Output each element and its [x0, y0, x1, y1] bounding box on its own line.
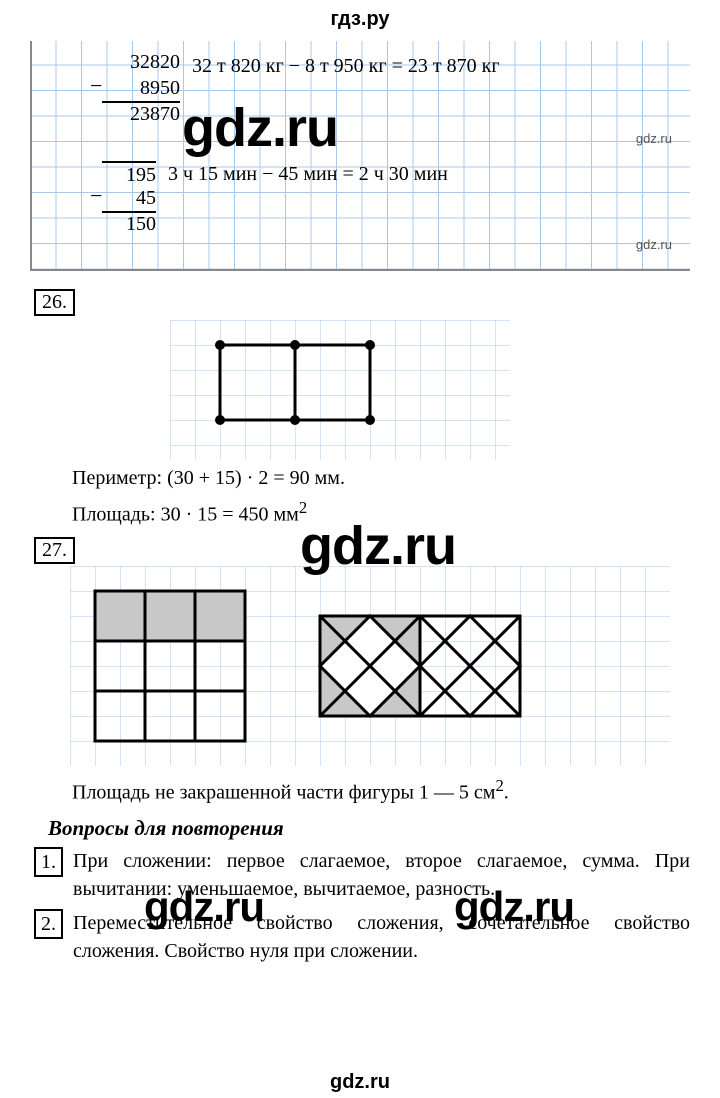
review-q2: 2. Переместительное свойство сложения, с…: [34, 909, 690, 965]
perimeter-expr: (30 + 15) · 2 = 90 мм.: [167, 467, 345, 489]
area-label: Площадь:: [72, 504, 156, 526]
watermark-big-3a: gdz.ru: [144, 883, 264, 931]
conclusion-dot: .: [504, 781, 509, 803]
watermark-big-2: gdz.ru: [300, 515, 456, 577]
q1-number: 1.: [34, 847, 63, 877]
minus-sign-2: −: [90, 183, 102, 209]
conclusion-text: Площадь не закрашенной части фигуры 1 — …: [72, 781, 495, 803]
page-header: гдз.ру: [0, 0, 720, 35]
watermark-small-2: gdz.ru: [636, 237, 672, 252]
task27-diagram: [70, 566, 670, 766]
task27-number: 27.: [34, 537, 75, 564]
task27-conclusion: Площадь не закрашенной части фигуры 1 — …: [72, 774, 686, 807]
minus-sign-1: −: [90, 73, 102, 99]
task26-number: 26.: [34, 289, 75, 316]
watermark-big-3b: gdz.ru: [454, 883, 574, 931]
review-title: Вопросы для повторения: [48, 816, 686, 841]
calc-grid-box: − 32820 8950 23870 32 т 820 кг − 8 т 950…: [30, 41, 690, 271]
watermark-big-1: gdz.ru: [182, 97, 338, 159]
eq1-text: 32 т 820 кг − 8 т 950 кг = 23 т 870 кг: [192, 55, 500, 78]
calc1-top: 32820: [102, 51, 180, 74]
area-expr: 30 · 15 = 450 мм: [161, 504, 299, 526]
calc2-top: 195: [102, 161, 156, 188]
conclusion-sup: 2: [495, 776, 503, 795]
task26-perimeter: Периметр: (30 + 15) · 2 = 90 мм.: [72, 464, 686, 492]
perimeter-label: Периметр:: [72, 467, 162, 489]
page-footer: gdz.ru: [0, 1071, 720, 1094]
calc1-bottom: 8950: [102, 77, 180, 103]
review-q1: 1. При сложении: первое слагаемое, второ…: [34, 847, 690, 903]
task26-diagram: [170, 320, 510, 460]
eq2-text: 3 ч 15 мин − 45 мин = 2 ч 30 мин: [168, 163, 448, 186]
calc2-result: 150: [102, 213, 156, 236]
watermark-small-1: gdz.ru: [636, 131, 672, 146]
q2-number: 2.: [34, 909, 63, 939]
calc2-bottom: 45: [102, 187, 156, 213]
calc1-result: 23870: [102, 103, 180, 126]
